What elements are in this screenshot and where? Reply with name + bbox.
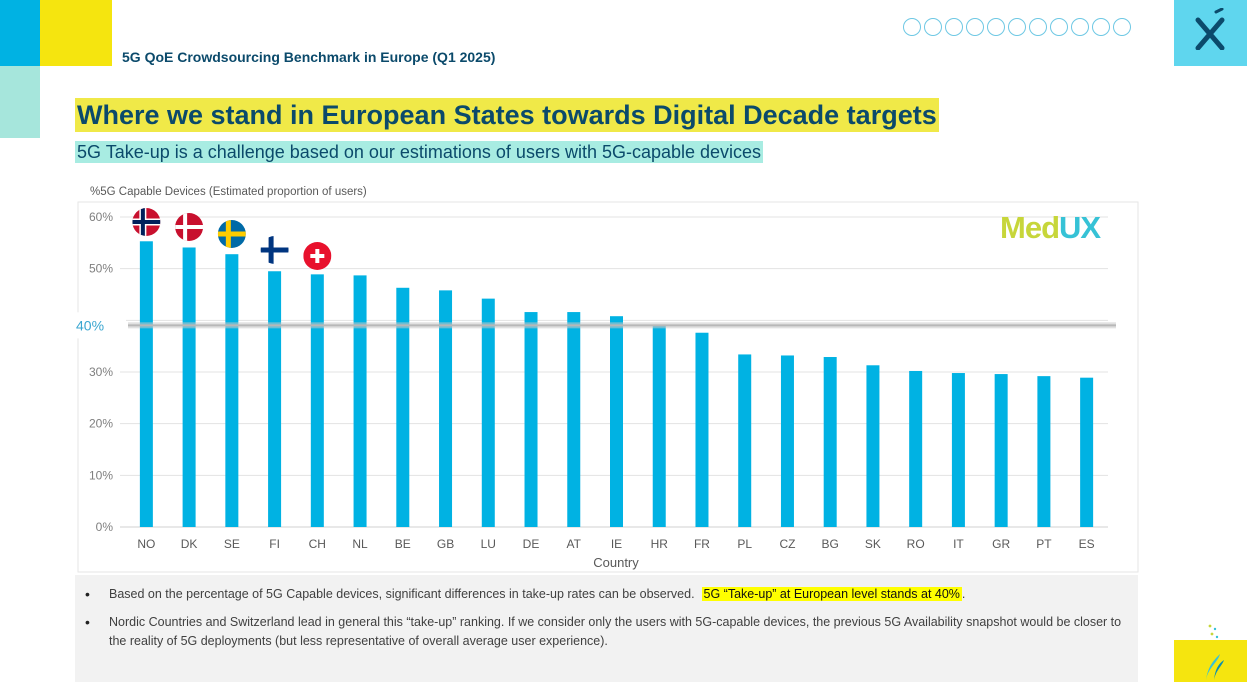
twitter-icon[interactable] xyxy=(1008,18,1026,36)
page-title: Where we stand in European States toward… xyxy=(75,98,939,132)
flag-se-icon xyxy=(217,220,246,248)
take-up-bar-chart: %5G Capable Devices (Estimated proportio… xyxy=(56,186,1139,573)
note1-highlight: 5G “Take-up” at European level stands at… xyxy=(701,587,962,601)
x-tick-label: GB xyxy=(437,537,454,551)
note-item: • Based on the percentage of 5G Capable … xyxy=(85,585,1125,605)
x-tick-label: ES xyxy=(1079,537,1095,551)
x-tick-label: NO xyxy=(137,537,155,551)
x-tick-label: RO xyxy=(907,537,925,551)
bar-de xyxy=(524,312,538,527)
sparkle-logo-icon xyxy=(1206,654,1224,680)
bar-hr xyxy=(652,324,666,527)
note1-end: . xyxy=(961,587,966,601)
bar-fi xyxy=(268,271,282,527)
medux-logo-ux: UX xyxy=(1059,210,1101,245)
x-tick-label: DK xyxy=(181,537,198,551)
youtube-icon[interactable] xyxy=(1029,18,1047,36)
corner-block-mint xyxy=(0,66,40,138)
bar-lu xyxy=(481,298,495,527)
bar-nl xyxy=(353,275,367,527)
flag-dk-icon xyxy=(175,213,204,241)
share-icon[interactable] xyxy=(1050,18,1068,36)
y-axis-label: %5G Capable Devices (Estimated proportio… xyxy=(90,186,367,198)
x-tick-label: IE xyxy=(611,537,622,551)
x-tick-label: CZ xyxy=(779,537,795,551)
x-tick-label: FI xyxy=(269,537,280,551)
cloud-download-icon[interactable] xyxy=(1071,18,1089,36)
x-tick-label: CH xyxy=(309,537,326,551)
flag-ch-icon xyxy=(303,242,332,270)
bar-at xyxy=(567,312,581,527)
dropbox-icon[interactable] xyxy=(1113,18,1131,36)
medux-logo: MedUX xyxy=(1000,210,1101,246)
sitemap-icon[interactable] xyxy=(903,18,921,36)
bullet-icon: • xyxy=(85,586,90,602)
bar-be xyxy=(396,287,410,527)
note2-text: Nordic Countries and Switzerland lead in… xyxy=(109,615,1122,648)
x-tick-label: FR xyxy=(694,537,710,551)
y-tick-label: 10% xyxy=(89,468,113,482)
x-axis-label: Country xyxy=(593,555,639,570)
x-tick-label: IT xyxy=(953,537,964,551)
reference-label: 40% xyxy=(76,317,104,333)
bar-dk xyxy=(182,247,196,527)
flag-no-icon xyxy=(132,208,161,236)
google-plus-icon[interactable] xyxy=(966,18,984,36)
gamepad-icon[interactable] xyxy=(945,18,963,36)
y-tick-label: 50% xyxy=(89,262,113,276)
bar-pt xyxy=(1037,376,1051,527)
y-tick-label: 30% xyxy=(89,365,113,379)
medux-logo-med: Med xyxy=(1000,210,1060,245)
x-tick-label: DE xyxy=(523,537,540,551)
bar-es xyxy=(1080,377,1094,527)
social-icon-row xyxy=(903,18,1131,36)
note1-text: Based on the percentage of 5G Capable de… xyxy=(109,587,695,601)
y-tick-label: 60% xyxy=(89,210,113,224)
x-tick-label: HR xyxy=(651,537,669,551)
header-title: 5G QoE Crowdsourcing Benchmark in Europe… xyxy=(122,49,496,65)
bar-se xyxy=(225,254,239,527)
bar-fr xyxy=(695,332,709,527)
x-tick-label: BE xyxy=(395,537,411,551)
x-tick-label: NL xyxy=(352,537,368,551)
bar-sk xyxy=(866,365,880,527)
x-tick-label: SE xyxy=(224,537,240,551)
bar-ro xyxy=(909,370,923,527)
bar-bg xyxy=(823,357,837,527)
x-tick-label: BG xyxy=(822,537,839,551)
x-tick-label: PL xyxy=(737,537,752,551)
corner-block-blue xyxy=(0,0,40,66)
flag-fi-icon xyxy=(260,236,289,264)
bar-cz xyxy=(780,355,794,527)
x-tick-label: LU xyxy=(481,537,496,551)
bar-no xyxy=(139,241,153,527)
reference-label-box xyxy=(56,312,126,339)
x-brand-logo-icon xyxy=(1195,8,1225,50)
y-tick-label: 20% xyxy=(89,417,113,431)
x-tick-label: SK xyxy=(865,537,881,551)
bar-it xyxy=(951,373,965,527)
cloud-upload-icon[interactable] xyxy=(1092,18,1110,36)
bar-ch xyxy=(310,274,324,527)
corner-block-yellow xyxy=(40,0,112,66)
x-tick-label: PT xyxy=(1036,537,1052,551)
bullet-icon: • xyxy=(85,614,90,630)
x-tick-label: GR xyxy=(992,537,1010,551)
bar-pl xyxy=(738,354,752,527)
bar-gr xyxy=(994,374,1008,527)
y-tick-label: 0% xyxy=(96,520,114,534)
facebook-icon[interactable] xyxy=(987,18,1005,36)
corner-block-yellow-bottom xyxy=(1174,640,1247,682)
note-item: • Nordic Countries and Switzerland lead … xyxy=(85,613,1125,653)
bar-ie xyxy=(610,316,623,527)
page-subtitle: 5G Take-up is a challenge based on our e… xyxy=(75,141,764,163)
sparkle-dots-icon xyxy=(1206,622,1222,642)
notes-panel: • Based on the percentage of 5G Capable … xyxy=(75,575,1138,682)
x-tick-label: AT xyxy=(567,537,582,551)
globe-icon[interactable] xyxy=(924,18,942,36)
bar-gb xyxy=(439,290,453,527)
